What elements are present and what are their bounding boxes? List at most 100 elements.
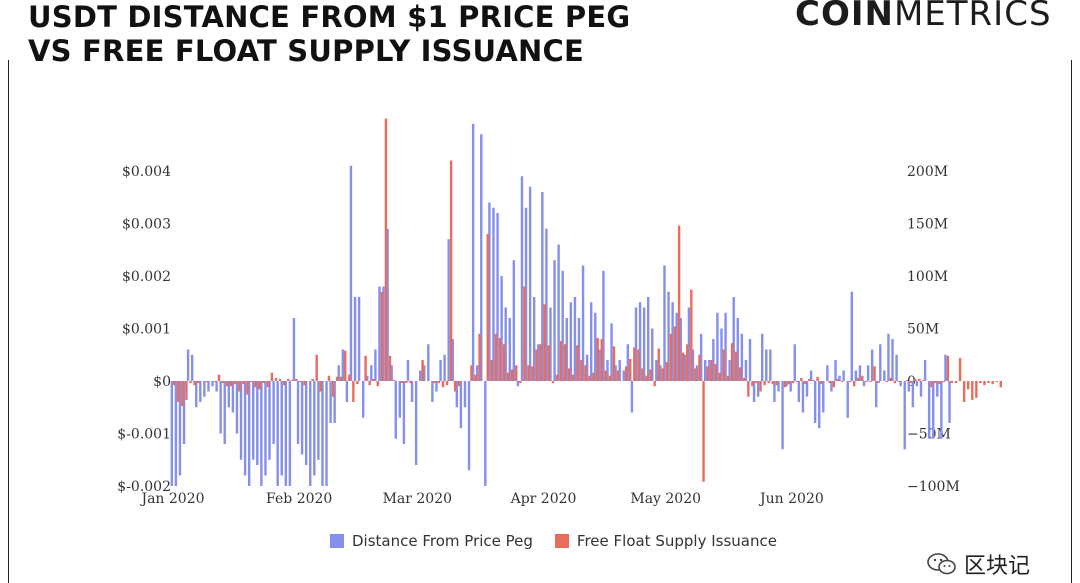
legend-swatch-peg	[330, 534, 344, 548]
peg-distance-bar	[170, 381, 173, 486]
peg-distance-bar	[423, 365, 426, 381]
supply-issuance-bar	[299, 381, 302, 383]
supply-issuance-bar	[458, 381, 461, 387]
peg-distance-bar	[752, 381, 756, 402]
peg-distance-bar	[292, 318, 296, 381]
supply-issuance-bar	[787, 381, 791, 385]
supply-issuance-bar	[205, 381, 208, 383]
peg-distance-bar	[260, 381, 263, 486]
supply-issuance-bar	[348, 374, 351, 381]
peg-distance-bar	[272, 381, 275, 444]
y-left-tick-label: $0.003	[122, 217, 171, 233]
peg-distance-bar	[480, 134, 483, 381]
peg-distance-bar	[313, 381, 316, 476]
supply-issuance-bar	[738, 367, 742, 381]
supply-issuance-bar	[344, 350, 347, 381]
peg-distance-bar	[948, 381, 951, 423]
y-left-tick-label: $0.001	[122, 322, 171, 338]
supply-issuance-bar	[686, 344, 689, 381]
supply-issuance-bar	[563, 344, 567, 381]
supply-issuance-bar	[559, 341, 563, 381]
peg-distance-bar	[219, 381, 222, 434]
supply-issuance-bar	[897, 381, 901, 383]
peg-distance-bar	[443, 354, 446, 381]
peg-distance-bar	[773, 381, 776, 402]
supply-issuance-bar	[698, 354, 701, 381]
peg-distance-bar	[862, 381, 866, 387]
supply-issuance-bar	[690, 289, 693, 381]
peg-distance-bar	[610, 323, 613, 381]
peg-distance-bar	[451, 339, 454, 381]
supply-issuance-bar	[734, 351, 738, 381]
peg-distance-bar	[818, 381, 821, 429]
supply-issuance-bar	[409, 381, 412, 384]
brand-logo-part-2: METRICS	[893, 0, 1052, 34]
peg-distance-bar	[524, 207, 528, 381]
supply-issuance-bar	[633, 347, 636, 381]
supply-issuance-bar	[555, 374, 559, 381]
peg-distance-bar	[378, 286, 381, 381]
supply-issuance-bar	[327, 375, 331, 381]
peg-distance-bar	[215, 381, 218, 392]
supply-issuance-bar	[694, 368, 697, 381]
peg-distance-bar	[288, 381, 292, 486]
supply-issuance-bar	[795, 381, 799, 383]
supply-issuance-bar	[918, 378, 921, 381]
peg-distance-bar	[915, 381, 919, 387]
supply-issuance-bar	[873, 366, 876, 381]
peg-distance-bar	[537, 344, 540, 381]
supply-issuance-bar	[775, 381, 779, 386]
supply-issuance-bar	[576, 345, 579, 381]
peg-distance-bar	[333, 381, 336, 423]
supply-issuance-bar	[401, 381, 404, 384]
peg-distance-bar	[911, 381, 915, 408]
supply-issuance-bar	[519, 381, 522, 384]
peg-distance-bar	[724, 312, 727, 381]
supply-issuance-bar	[515, 365, 518, 381]
peg-distance-bar	[300, 381, 304, 455]
peg-distance-bar	[647, 297, 650, 381]
supply-issuance-bar	[616, 370, 620, 381]
peg-distance-bar	[891, 339, 894, 381]
x-tick-label: Jun 2020	[758, 491, 824, 507]
supply-issuance-bar	[893, 381, 897, 384]
peg-distance-bar	[268, 381, 271, 460]
supply-issuance-bar	[270, 372, 274, 381]
supply-issuance-bar	[539, 344, 542, 381]
peg-distance-bar	[325, 381, 328, 486]
watermark-text: 区块记	[964, 554, 1031, 579]
supply-issuance-bar	[531, 366, 534, 381]
chart-frame	[8, 60, 1072, 583]
supply-issuance-bar	[262, 381, 265, 384]
peg-distance-bar	[826, 365, 829, 381]
peg-distance-bar	[337, 365, 340, 381]
peg-distance-bar	[590, 302, 593, 381]
supply-issuance-bar	[523, 286, 526, 381]
supply-issuance-bar	[193, 381, 196, 386]
supply-issuance-bar	[388, 355, 392, 381]
peg-distance-bar	[463, 381, 467, 408]
supply-issuance-bar	[535, 349, 538, 381]
supply-issuance-bar	[743, 377, 746, 381]
peg-distance-bar	[936, 381, 939, 397]
peg-distance-bar	[675, 312, 678, 381]
peg-distance-bar	[789, 381, 792, 392]
supply-issuance-bar	[958, 357, 962, 381]
peg-distance-bar	[691, 349, 695, 381]
supply-issuance-bar	[572, 374, 575, 381]
peg-distance-bar	[854, 370, 858, 381]
title-line-2: VS FREE FLOAT SUPPLY ISSUANCE	[28, 34, 585, 68]
supply-issuance-bar	[905, 379, 909, 381]
peg-distance-bar	[223, 381, 226, 444]
peg-distance-bar	[940, 381, 943, 439]
supply-issuance-bar	[885, 381, 888, 383]
supply-issuance-bar	[339, 376, 343, 381]
supply-issuance-bar	[857, 377, 860, 381]
peg-distance-bar	[622, 370, 625, 381]
supply-issuance-bar	[934, 381, 937, 384]
peg-distance-bar	[207, 381, 210, 392]
peg-distance-bar	[756, 381, 760, 397]
supply-issuance-bar	[852, 381, 856, 387]
wechat-icon	[927, 553, 956, 575]
